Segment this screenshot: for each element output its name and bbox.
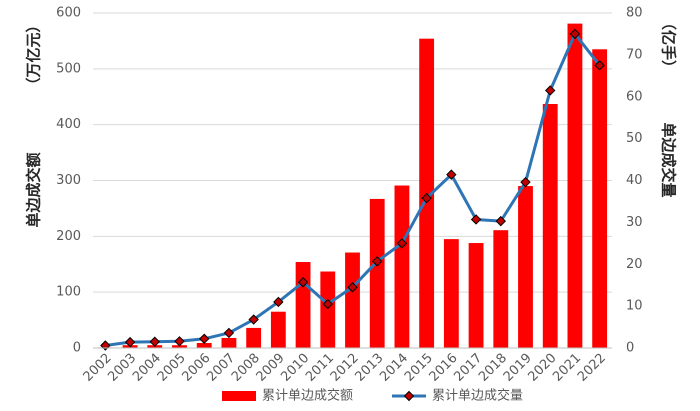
bar <box>246 327 262 348</box>
marker <box>223 327 235 339</box>
bar <box>567 23 583 348</box>
bar <box>542 104 558 348</box>
marker <box>470 214 482 225</box>
marker <box>372 256 383 267</box>
marker <box>124 336 136 348</box>
y-tick-label: 100 <box>56 285 81 300</box>
bar <box>443 239 459 348</box>
marker <box>594 60 605 71</box>
bar <box>369 198 385 348</box>
bar <box>493 230 509 348</box>
marker <box>396 238 408 249</box>
marker <box>569 28 581 40</box>
legend-label: 累计单边成交额 <box>262 388 353 404</box>
marker <box>520 176 531 188</box>
y2-tick-label: 20 <box>626 257 643 272</box>
legend-label: 累计单边成交量 <box>432 388 523 404</box>
bar <box>468 243 484 348</box>
bar <box>172 345 187 348</box>
y-axis-unit: （万亿元） <box>25 17 43 92</box>
y2-tick-label: 0 <box>626 341 634 356</box>
x-tick-label: 2022 <box>575 351 609 385</box>
y-tick-label: 0 <box>73 341 81 356</box>
marker <box>248 314 259 325</box>
marker <box>347 282 358 293</box>
bar <box>196 342 212 348</box>
marker <box>100 340 111 351</box>
marker <box>322 298 333 310</box>
marker <box>446 169 457 180</box>
bar <box>320 271 336 348</box>
y2-tick-label: 40 <box>626 173 643 188</box>
legend-marker <box>403 390 415 402</box>
y-tick-label: 300 <box>56 173 81 188</box>
marker <box>199 333 210 344</box>
y-tick-label: 600 <box>56 6 81 21</box>
bar <box>592 49 608 349</box>
y2-tick-label: 80 <box>626 6 643 21</box>
marker <box>273 296 284 308</box>
y2-tick-label: 60 <box>626 89 643 104</box>
y-tick-label: 500 <box>56 61 81 76</box>
y2-tick-label: 10 <box>626 299 643 314</box>
y2-tick-label: 50 <box>626 131 643 146</box>
bar <box>518 186 533 348</box>
marker <box>149 336 160 347</box>
y2-tick-label: 30 <box>626 215 643 230</box>
bar <box>394 185 410 348</box>
y2-axis-label: 单边成交量 <box>660 122 678 197</box>
bar <box>221 337 237 348</box>
y2-tick-label: 70 <box>626 47 643 62</box>
legend-swatch <box>222 391 256 401</box>
marker <box>421 192 432 204</box>
marker <box>297 277 309 288</box>
y2-axis-unit: （亿手） <box>660 15 678 75</box>
y-tick-label: 200 <box>56 229 81 244</box>
marker <box>495 215 506 227</box>
y-tick-label: 400 <box>56 117 81 132</box>
bar <box>345 252 360 348</box>
bar <box>270 311 286 348</box>
marker <box>174 336 185 347</box>
bar <box>295 262 311 348</box>
y-axis-label: 单边成交额 <box>25 152 43 227</box>
marker <box>545 85 556 96</box>
